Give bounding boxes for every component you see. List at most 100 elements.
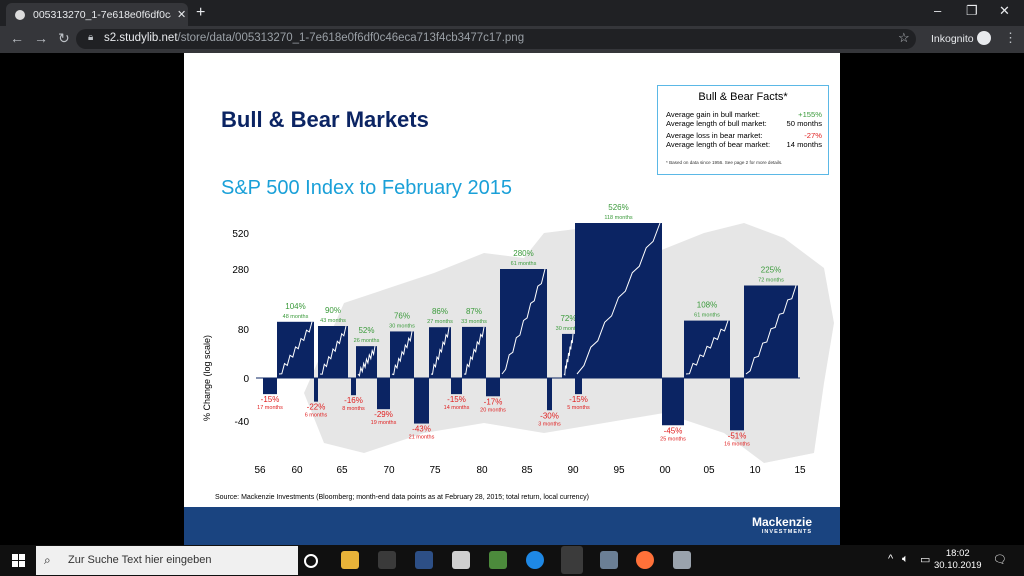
x-tick-label: 85 (521, 465, 533, 476)
bear-loss-label: -15% (569, 395, 588, 404)
search-icon: ⌕ (44, 553, 51, 567)
url-text[interactable]: s2.studylib.net/store/data/005313270_1-7… (104, 32, 524, 44)
bear-loss-label: -16% (344, 396, 363, 405)
slide-image: 520 280 80 0 -40 56 60 65 70 75 80 85 90 95 00 05 10 15 10… (184, 53, 840, 545)
bear-market-bar (662, 378, 684, 426)
file-explorer-icon[interactable] (341, 551, 359, 569)
browser-tab[interactable]: 005313270_1-7e618e0f6df0c46e... ✕ (6, 3, 188, 26)
reload-icon[interactable]: ↻ (58, 30, 70, 46)
fact-value: 14 months (786, 140, 822, 149)
slide-title: Bull & Bear Markets (221, 107, 429, 132)
fact-row: Average gain in bull market: +155% (666, 110, 822, 119)
bull-months-label: 30 months (389, 323, 415, 329)
clock-date: 30.10.2019 (934, 560, 982, 571)
facts-footnote: * Based on data since 1956. See page 2 f… (666, 160, 783, 165)
y-tick-label: -40 (235, 417, 250, 428)
chrome-icon[interactable] (561, 546, 583, 574)
calculator-icon[interactable] (452, 551, 470, 569)
x-tick-label: 15 (794, 465, 806, 476)
brand-name: Mackenzie (752, 515, 813, 529)
bull-months-label: 43 months (320, 318, 346, 324)
bull-months-label: 30 months (556, 326, 582, 332)
bull-gain-label: 87% (466, 307, 482, 316)
y-tick-label: 520 (232, 229, 249, 240)
tray-chevron-icon[interactable]: ^ (888, 553, 894, 565)
bear-months-label: 20 months (480, 407, 506, 413)
bull-index-line (278, 321, 313, 375)
bull-months-label: 48 months (283, 314, 309, 320)
incognito-icon[interactable] (977, 31, 991, 45)
bear-market-bar (414, 378, 429, 424)
app-icon[interactable] (673, 551, 691, 569)
windows-start-icon[interactable] (12, 554, 26, 568)
fact-label: Average gain in bull market: (666, 110, 760, 119)
x-tick-label: 70 (383, 465, 395, 476)
fact-row: Average loss in bear market: -27% (666, 131, 822, 140)
bear-months-label: 3 months (538, 421, 561, 427)
bull-market-bar (318, 326, 348, 378)
bull-index-line (463, 326, 485, 375)
bull-index-line (563, 333, 574, 376)
y-axis-title: % Change (log scale) (202, 334, 212, 422)
facts-heading: Bull & Bear Facts* (698, 91, 788, 103)
bull-months-label: 33 months (461, 319, 487, 325)
menu-dots-icon[interactable]: ⋮ (1004, 30, 1017, 45)
url-path: /store/data/005313270_1-7e618e0f6df0c46e… (177, 32, 525, 44)
brand-sub: INVESTMENTS (761, 529, 813, 535)
x-tick-label: 05 (703, 465, 715, 476)
address-bar[interactable] (76, 29, 916, 49)
bear-loss-label: -45% (664, 426, 683, 435)
network-icon[interactable]: ▭ (920, 554, 931, 566)
bull-index-line (685, 320, 729, 375)
app-icon[interactable] (415, 551, 433, 569)
clock[interactable]: 18:02 30.10.2019 (934, 548, 982, 572)
bear-market-bar (547, 378, 552, 411)
taskbar-search[interactable]: ⌕ Zur Suche Text hier eingeben (36, 546, 298, 575)
incognito-label: Inkognito (931, 33, 974, 45)
y-tick-label: 80 (238, 325, 250, 336)
url-host: s2.studylib.net (104, 32, 178, 44)
bear-market-bar (351, 378, 356, 396)
y-tick-label: 0 (243, 374, 249, 385)
bear-market-bar (377, 378, 390, 410)
bull-months-label: 26 months (354, 338, 380, 344)
y-tick-label: 280 (232, 265, 249, 276)
forward-icon[interactable]: → (34, 30, 48, 46)
bull-index-line (430, 327, 450, 375)
tab-title: 005313270_1-7e618e0f6df0c46e... (33, 8, 171, 21)
new-tab-button[interactable]: + (196, 4, 206, 21)
x-tick-label: 00 (659, 465, 671, 476)
volume-icon[interactable]: 🔈︎ (902, 553, 909, 565)
bull-months-label: 72 months (758, 278, 784, 284)
bear-months-label: 14 months (444, 405, 470, 411)
firefox-icon[interactable] (636, 551, 654, 569)
chart-svg: 520 280 80 0 -40 56 60 65 70 75 80 85 90 95 00 05 10 15 10… (232, 203, 834, 476)
x-tick-label: 10 (749, 465, 761, 476)
bull-months-label: 61 months (511, 261, 537, 267)
restore-icon[interactable]: ❐ (966, 3, 978, 18)
bear-months-label: 16 months (724, 441, 750, 447)
app-icon[interactable] (378, 551, 396, 569)
bear-loss-label: -15% (261, 395, 280, 404)
back-icon[interactable]: ← (10, 30, 24, 46)
bull-market-bar (575, 223, 662, 378)
app-icon[interactable] (489, 551, 507, 569)
app-icon[interactable] (600, 551, 618, 569)
fact-value: 50 months (786, 119, 822, 128)
close-tab-icon[interactable]: ✕ (177, 9, 187, 21)
bear-months-label: 25 months (660, 436, 686, 442)
chart-title: S&P 500 Index to February 2015 (221, 177, 512, 199)
close-window-icon[interactable]: ✕ (999, 3, 1010, 18)
bull-index-line (319, 325, 347, 375)
bull-gain-label: 108% (697, 301, 717, 310)
bookmark-star-icon[interactable]: ☆ (898, 30, 910, 45)
bear-market-bar (575, 378, 582, 395)
bear-loss-label: -29% (374, 410, 393, 419)
bear-loss-label: -43% (412, 425, 431, 434)
notifications-icon[interactable]: 🗨︎ (993, 554, 1007, 566)
task-view-icon[interactable] (304, 554, 318, 568)
bull-gain-label: 86% (432, 307, 448, 316)
bear-market-bar (451, 378, 462, 395)
minimize-icon[interactable]: – (934, 3, 942, 18)
app-icon[interactable] (526, 551, 544, 569)
